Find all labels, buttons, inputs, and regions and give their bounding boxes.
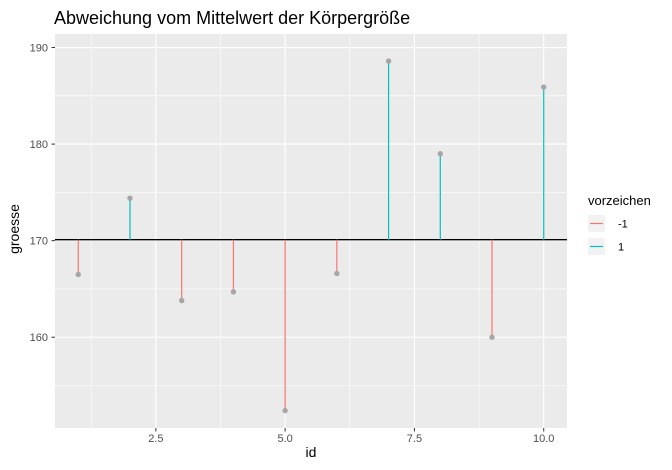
point-1	[75, 271, 81, 278]
point-9	[489, 334, 495, 340]
x-axis-title: id	[306, 444, 317, 460]
grid-minor	[55, 34, 567, 428]
point-8	[437, 151, 443, 157]
points	[75, 58, 547, 414]
x-tick-label: 7.5	[407, 433, 422, 445]
y-tick-label: 170	[30, 236, 48, 248]
x-tick-label: 10.0	[533, 433, 554, 445]
y-axis-ticks: 160 170 180 190	[30, 43, 55, 344]
legend-label: -1	[618, 219, 628, 231]
plot-panel	[55, 34, 567, 428]
point-7	[385, 58, 392, 64]
point-6	[334, 270, 340, 277]
y-axis-title: groesse	[6, 204, 22, 254]
stems	[77, 61, 545, 411]
point-4	[230, 289, 237, 295]
y-tick-label: 160	[30, 332, 48, 344]
point-2	[127, 195, 133, 201]
point-10	[541, 84, 547, 90]
x-tick-label: 5.0	[277, 433, 292, 445]
point-5	[282, 407, 288, 414]
x-tick-label: 2.5	[148, 433, 163, 445]
x-axis-ticks: 2.5 5.0 7.5 10.0	[148, 428, 554, 445]
chart-title: Abweichung vom Mittelwert der Körpergröß…	[54, 8, 410, 28]
point-3	[179, 297, 185, 304]
legend-title: vorzeichen	[588, 193, 651, 208]
legend-label: 1	[618, 242, 624, 254]
y-tick-label: 180	[30, 139, 48, 151]
legend: vorzeichen -1 1	[588, 193, 651, 255]
y-tick-label: 190	[30, 43, 48, 55]
